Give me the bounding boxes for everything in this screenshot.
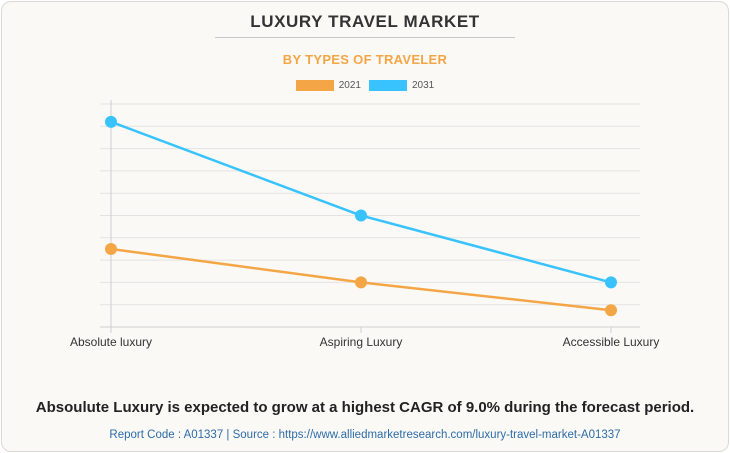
legend-swatch-2031 bbox=[369, 80, 407, 91]
title-divider bbox=[215, 37, 515, 38]
data-point-2021 bbox=[355, 276, 367, 289]
legend-swatch-2021 bbox=[295, 80, 334, 91]
source-citation[interactable]: Report Code : A01337 | Source : https://… bbox=[109, 429, 621, 441]
data-point-2031 bbox=[355, 209, 367, 222]
data-point-2031 bbox=[605, 276, 617, 289]
x-tick-label: Absolute luxury bbox=[70, 335, 152, 349]
data-point-2021 bbox=[605, 304, 617, 317]
x-tick-label: Aspiring Luxury bbox=[320, 335, 403, 349]
data-point-2031 bbox=[105, 115, 117, 128]
legend-label-2031: 2031 bbox=[412, 80, 435, 91]
legend-label-2021: 2021 bbox=[338, 80, 361, 91]
chart-footnote: Absoulute Luxury is expected to grow at … bbox=[35, 399, 695, 416]
legend: 2021 2031 bbox=[0, 80, 730, 91]
chart-subtitle: BY TYPES OF TRAVELER bbox=[282, 52, 448, 67]
chart-title: LUXURY TRAVEL MARKET bbox=[250, 12, 480, 31]
legend-item-2021[interactable]: 2021 bbox=[295, 80, 361, 91]
data-point-2021 bbox=[105, 242, 117, 255]
x-tick-label: Accessible Luxury bbox=[563, 335, 660, 349]
legend-item-2031[interactable]: 2031 bbox=[369, 80, 434, 91]
